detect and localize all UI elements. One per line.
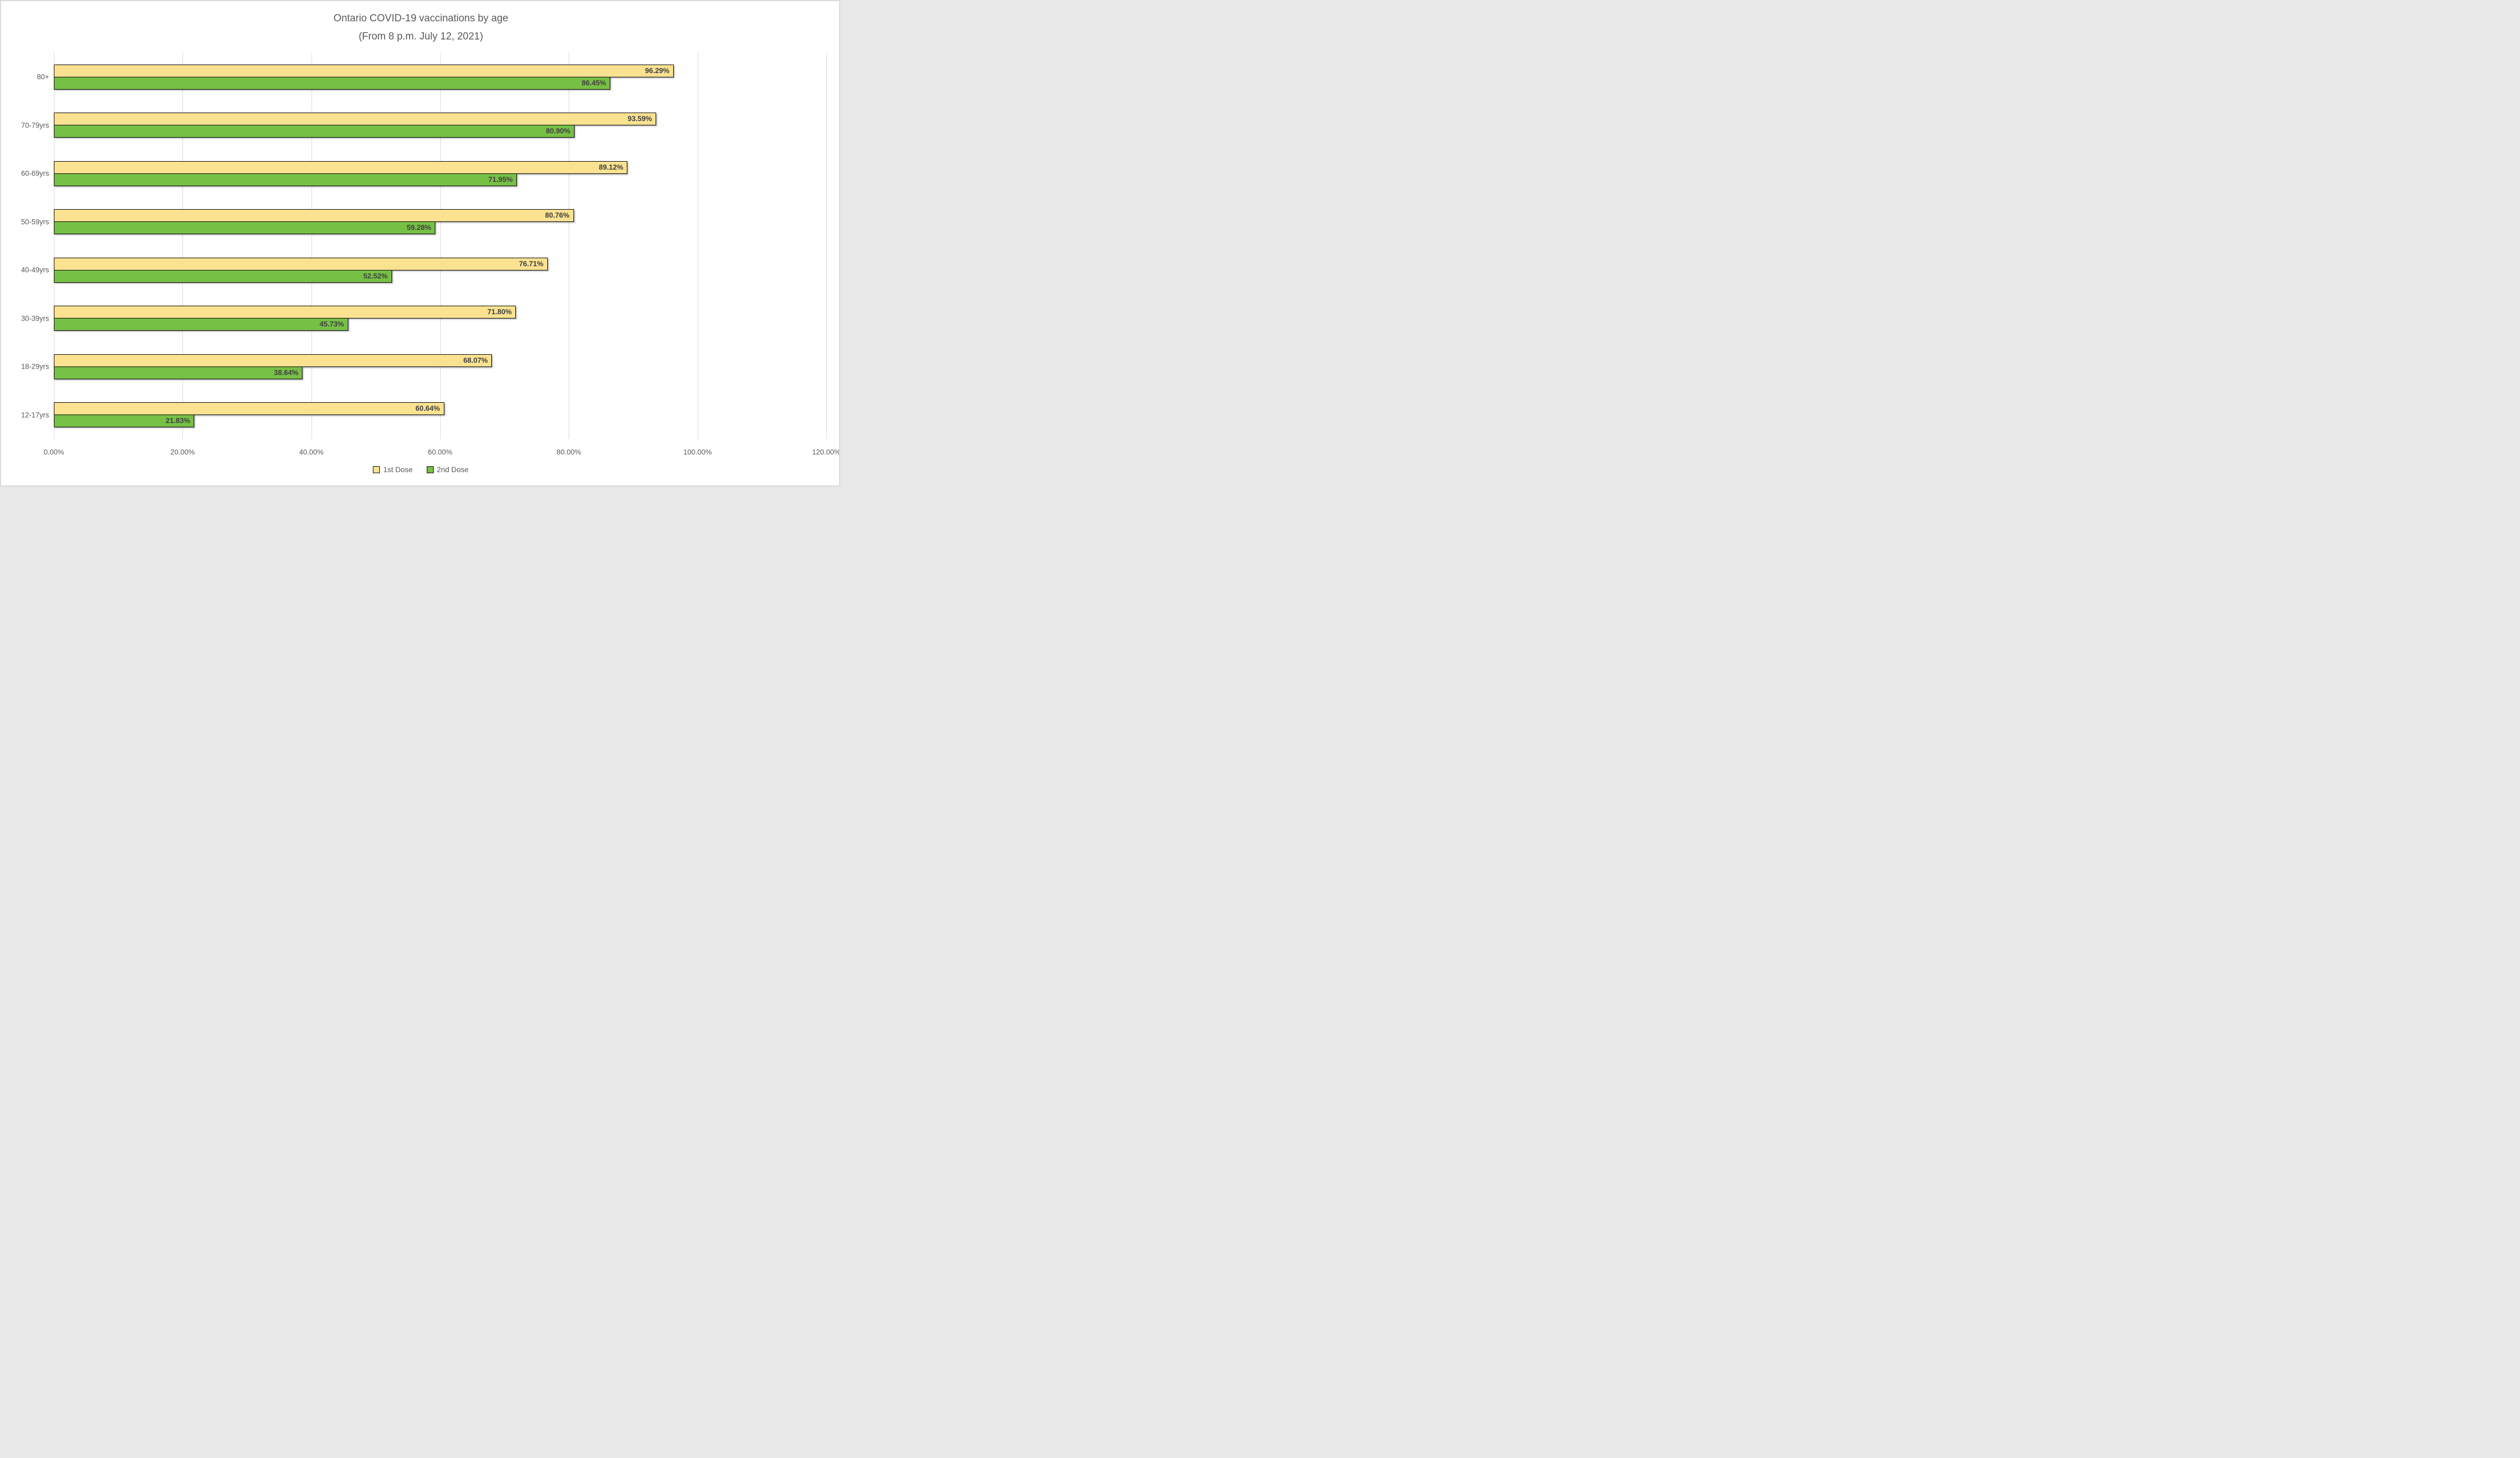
y-axis-label-18-29yrs: 18-29yrs: [21, 362, 49, 371]
bar-group-40-49yrs: 76.71% 52.52%: [54, 246, 826, 294]
bar-value-label: 89.12%: [599, 163, 624, 171]
bar-1st-dose-30-39yrs: 71.80%: [54, 306, 516, 319]
bar-2nd-dose-80+: 86.45%: [54, 76, 611, 90]
legend-swatch-icon: [373, 466, 380, 473]
y-axis-label-30-39yrs: 30-39yrs: [21, 314, 49, 323]
bar-1st-dose-60-69yrs: 89.12%: [54, 161, 628, 174]
bar-2nd-dose-18-29yrs: 38.64%: [54, 366, 303, 379]
x-axis-label-20.00%: 20.00%: [170, 448, 195, 456]
legend-item-2nd-dose: 2nd Dose: [426, 465, 469, 474]
bar-value-label: 60.64%: [415, 404, 440, 413]
legend-swatch-icon: [426, 466, 434, 473]
x-axis-label-100.00%: 100.00%: [683, 448, 712, 456]
bar-1st-dose-50-59yrs: 80.76%: [54, 209, 574, 222]
y-axis-label-80+: 80+: [37, 73, 49, 81]
bar-value-label: 38.64%: [274, 368, 299, 377]
x-axis-label-120.00%: 120.00%: [812, 448, 840, 456]
bar-2nd-dose-30-39yrs: 45.73%: [54, 318, 348, 331]
chart-canvas: Ontario COVID-19 vaccinations by age (Fr…: [0, 0, 840, 487]
bar-2nd-dose-12-17yrs: 21.83%: [54, 415, 195, 428]
bar-1st-dose-18-29yrs: 68.07%: [54, 354, 492, 367]
bar-value-label: 80.76%: [545, 211, 570, 220]
legend-label: 1st Dose: [383, 465, 413, 474]
bar-group-30-39yrs: 71.80% 45.73%: [54, 294, 826, 343]
bar-value-label: 59.28%: [406, 224, 432, 232]
legend-item-1st-dose: 1st Dose: [373, 465, 413, 474]
gridline-60.00%: [440, 53, 441, 439]
bar-value-label: 86.45%: [581, 78, 607, 87]
bar-1st-dose-40-49yrs: 76.71%: [54, 257, 548, 270]
chart-title-line2: (From 8 p.m. July 12, 2021): [358, 31, 483, 42]
bar-value-label: 96.29%: [645, 66, 669, 75]
bar-1st-dose-70-79yrs: 93.59%: [54, 113, 657, 126]
gridline-120.00%: [826, 53, 827, 439]
bar-value-label: 71.80%: [487, 308, 512, 316]
bar-1st-dose-12-17yrs: 60.64%: [54, 402, 444, 416]
plot-area: 96.29% 86.45% 93.59% 80.90% 89.12% 71.95% 80.7…: [54, 53, 827, 440]
bar-value-label: 21.83%: [165, 417, 190, 425]
bar-2nd-dose-70-79yrs: 80.90%: [54, 125, 575, 138]
legend-label: 2nd Dose: [436, 465, 469, 474]
y-axis-label-50-59yrs: 50-59yrs: [21, 218, 49, 226]
bar-value-label: 68.07%: [463, 356, 488, 364]
y-axis-label-12-17yrs: 12-17yrs: [21, 411, 49, 419]
bar-2nd-dose-40-49yrs: 52.52%: [54, 269, 392, 283]
chart-title-line1: Ontario COVID-19 vaccinations by age: [333, 13, 508, 24]
y-axis-label-60-69yrs: 60-69yrs: [21, 169, 49, 178]
bar-value-label: 93.59%: [627, 115, 652, 123]
x-axis-label-0.00%: 0.00%: [43, 448, 65, 456]
bar-2nd-dose-50-59yrs: 59.28%: [54, 221, 436, 235]
x-axis-label-40.00%: 40.00%: [299, 448, 324, 456]
x-axis-label-80.00%: 80.00%: [556, 448, 581, 456]
gridline-20.00%: [182, 53, 184, 439]
bar-group-80+: 96.29% 86.45%: [54, 53, 826, 101]
bar-group-50-59yrs: 80.76% 59.28%: [54, 198, 826, 246]
bar-group-60-69yrs: 89.12% 71.95%: [54, 149, 826, 198]
bar-value-label: 80.90%: [546, 127, 571, 136]
bar-1st-dose-80+: 96.29%: [54, 64, 674, 77]
bar-value-label: 71.95%: [488, 175, 513, 184]
bar-value-label: 76.71%: [519, 259, 544, 268]
bar-group-18-29yrs: 68.07% 38.64%: [54, 342, 826, 391]
y-axis-label-40-49yrs: 40-49yrs: [21, 266, 49, 274]
x-axis-label-60.00%: 60.00%: [428, 448, 452, 456]
bar-value-label: 45.73%: [320, 320, 344, 329]
bar-2nd-dose-60-69yrs: 71.95%: [54, 173, 517, 186]
y-axis-label-70-79yrs: 70-79yrs: [21, 121, 49, 130]
bar-group-12-17yrs: 60.64% 21.83%: [54, 391, 826, 440]
legend: 1st Dose 2nd Dose: [1, 465, 839, 474]
bar-value-label: 52.52%: [363, 272, 388, 280]
bar-group-70-79yrs: 93.59% 80.90%: [54, 101, 826, 150]
chart-title: Ontario COVID-19 vaccinations by age (Fr…: [1, 10, 839, 46]
